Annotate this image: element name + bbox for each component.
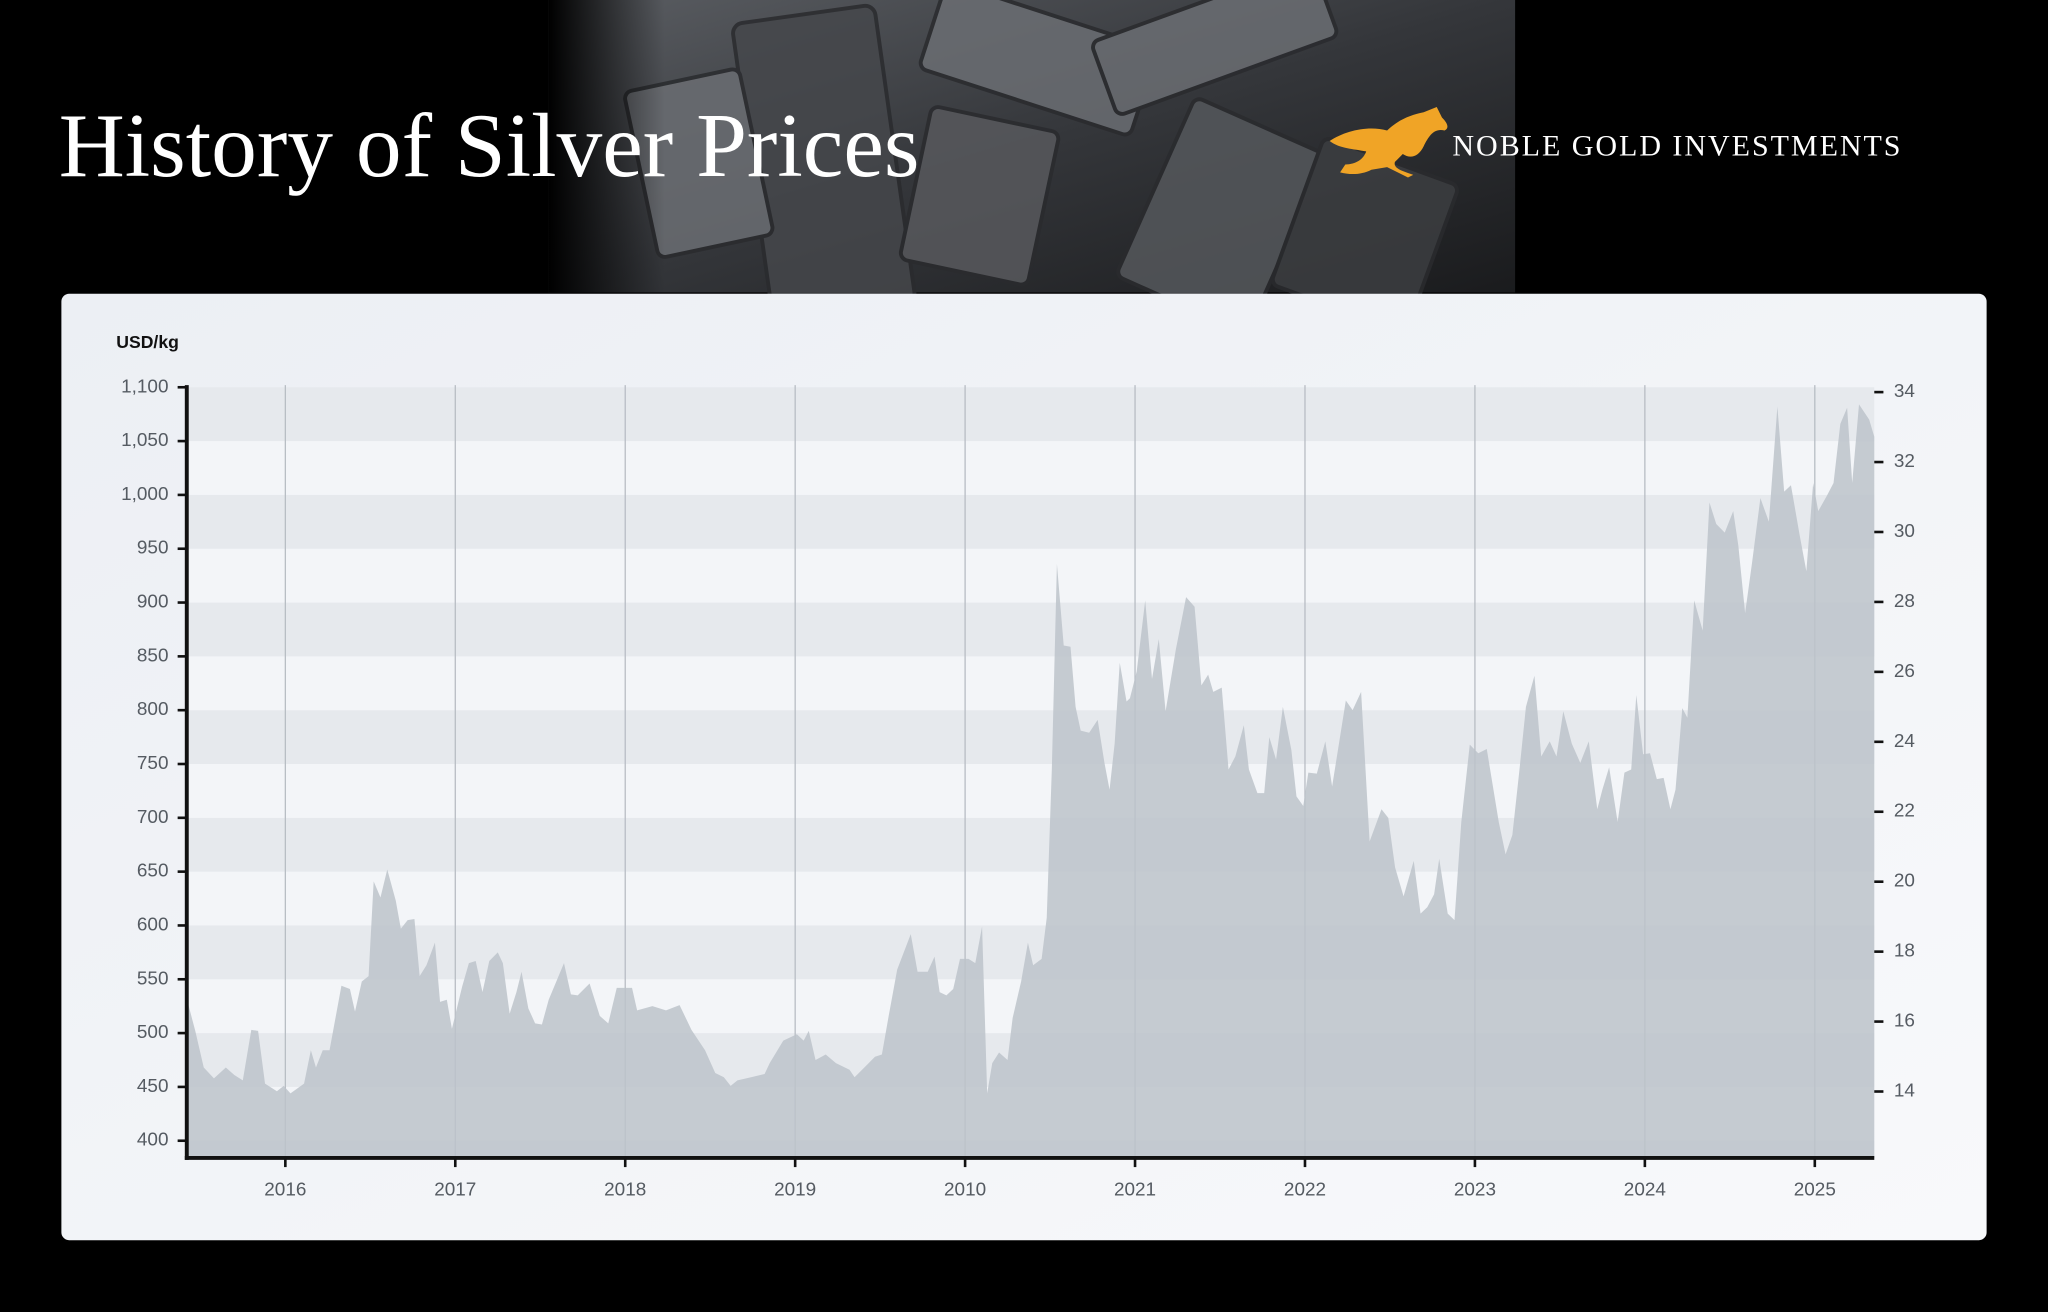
y2-tick-label: 34 [1894, 381, 1915, 402]
x-tick-label: 2016 [264, 1180, 306, 1201]
y-tick-label: 700 [137, 807, 169, 828]
y2-tick-label: 14 [1894, 1081, 1915, 1102]
y2-tick-label: 28 [1894, 591, 1915, 612]
y-tick-label: 1,100 [121, 376, 168, 397]
x-tick-label: 2018 [604, 1180, 646, 1201]
y-tick-label: 450 [137, 1076, 169, 1097]
brand-name: NOBLE GOLD INVESTMENTS [1452, 130, 1902, 163]
grid-band [186, 602, 1875, 657]
x-tick-label: 2019 [774, 1180, 816, 1201]
grid-band [186, 387, 1875, 442]
y2-tick-label: 18 [1894, 941, 1915, 962]
y-tick-label: 500 [137, 1022, 169, 1043]
x-tick-label: 2017 [434, 1180, 476, 1201]
y-tick-label: 900 [137, 592, 169, 613]
grid-band [186, 441, 1875, 495]
y-axis-label: USD/kg [116, 332, 179, 352]
grid-band [186, 710, 1875, 764]
y-tick-label: 950 [137, 538, 169, 559]
x-tick-label: 2024 [1624, 1180, 1666, 1201]
y-tick-label: 650 [137, 861, 169, 882]
grid-band [186, 656, 1875, 711]
y-tick-label: 750 [137, 753, 169, 774]
y-tick-label: 800 [137, 699, 169, 720]
y2-tick-label: 24 [1894, 731, 1915, 752]
x-tick-label: 2022 [1284, 1180, 1326, 1201]
y-tick-label: 550 [137, 968, 169, 989]
y-tick-label: 1,050 [121, 430, 168, 451]
x-tick-label: 2021 [1114, 1180, 1156, 1201]
x-tick-label: 2023 [1454, 1180, 1496, 1201]
brand-logo [1329, 107, 1448, 178]
y2-tick-label: 16 [1894, 1011, 1915, 1032]
y2-tick-label: 32 [1894, 451, 1915, 472]
y2-tick-label: 20 [1894, 871, 1915, 892]
x-tick-label: 2025 [1794, 1180, 1836, 1201]
y-tick-label: 850 [137, 645, 169, 666]
x-tick-label: 2010 [944, 1180, 986, 1201]
chart-title: History of Silver Prices [59, 95, 920, 196]
area [186, 404, 1875, 1158]
y-tick-label: 400 [137, 1130, 169, 1151]
y2-tick-label: 22 [1894, 801, 1915, 822]
y2-tick-label: 26 [1894, 661, 1915, 682]
grid-band [186, 494, 1875, 549]
y-tick-label: 600 [137, 914, 169, 935]
grid-band [186, 548, 1875, 603]
y-tick-label: 1,000 [121, 484, 168, 505]
y2-tick-label: 30 [1894, 521, 1915, 542]
